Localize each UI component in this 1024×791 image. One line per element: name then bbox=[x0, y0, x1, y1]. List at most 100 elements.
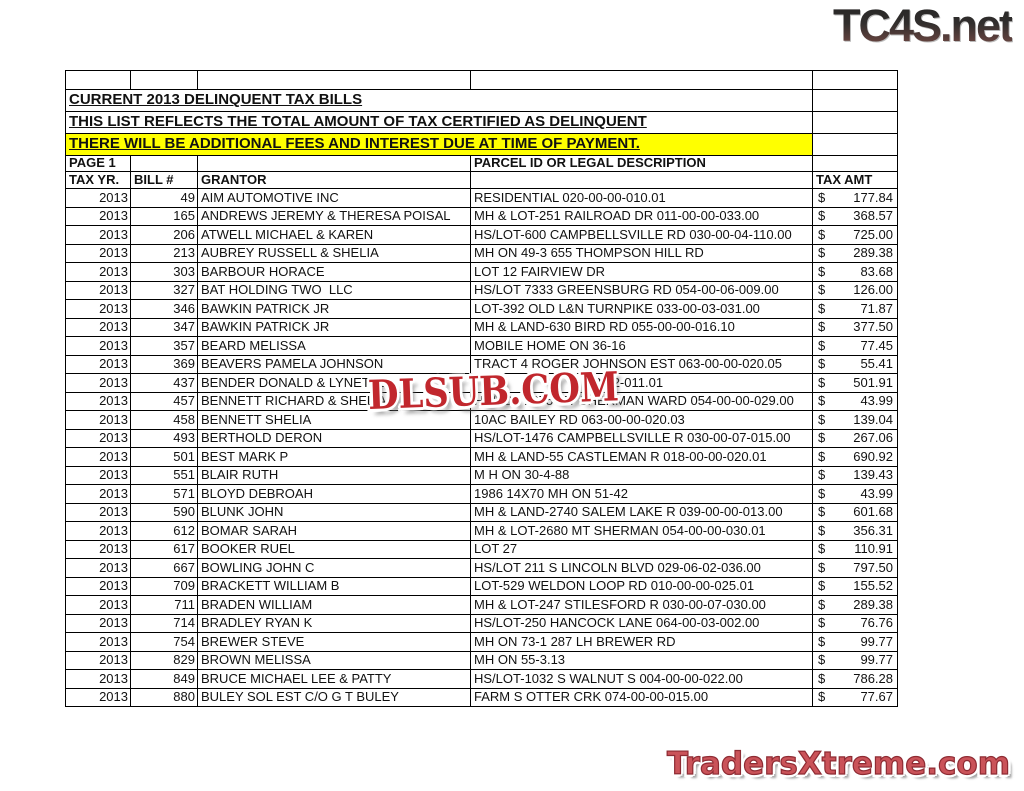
empty-cell bbox=[812, 133, 898, 156]
cell-bill-number: 829 bbox=[130, 650, 198, 670]
table-row: 2013 458 BENNETT SHELIA 10AC BAILEY RD 063-… bbox=[65, 410, 898, 430]
cell-grantor: BENNETT RICHARD & SHELIA bbox=[197, 391, 471, 411]
currency-symbol: $ bbox=[818, 559, 826, 575]
currency-symbol: $ bbox=[818, 245, 826, 261]
currency-symbol: $ bbox=[818, 504, 826, 520]
table-row: 2013 457 BENNETT RICHARD & SHELIA HS/LOT 20… bbox=[65, 391, 898, 411]
empty-row bbox=[65, 70, 898, 90]
amount-value: 139.43 bbox=[853, 467, 893, 483]
cell-tax-year: 2013 bbox=[65, 280, 131, 300]
cell-grantor: BRADLEY RYAN K bbox=[197, 613, 471, 633]
cell-tax-amount: $99.77 bbox=[812, 632, 898, 652]
cell-parcel-description: FARM S OTTER CRK 074-00-00-015.00 bbox=[470, 687, 813, 707]
tradersxtreme-site-logo: TradersXtreme.com bbox=[666, 745, 1010, 782]
amount-value: 289.38 bbox=[853, 596, 893, 612]
amount-value: 267.06 bbox=[853, 430, 893, 446]
cell-parcel-description: MH ON 55-3.13 bbox=[470, 650, 813, 670]
currency-symbol: $ bbox=[818, 374, 826, 390]
amount-value: 110.91 bbox=[854, 541, 893, 557]
cell-tax-amount: $43.99 bbox=[812, 484, 898, 504]
currency-symbol: $ bbox=[818, 485, 826, 501]
cell-parcel-description: LOT-529 WELDON LOOP RD 010-00-00-025.01 bbox=[470, 576, 813, 596]
amount-value: 55.41 bbox=[860, 356, 893, 372]
empty-cell bbox=[197, 155, 471, 172]
empty-cell bbox=[812, 111, 898, 134]
cell-tax-year: 2013 bbox=[65, 243, 131, 263]
currency-symbol: $ bbox=[818, 522, 826, 538]
cell-tax-amount: $289.38 bbox=[812, 595, 898, 615]
page-title: CURRENT 2013 DELINQUENT TAX BILLS bbox=[65, 89, 813, 112]
amount-value: 601.68 bbox=[853, 504, 893, 520]
page-subtitle: THIS LIST REFLECTS THE TOTAL AMOUNT OF T… bbox=[65, 111, 813, 134]
cell-bill-number: 437 bbox=[130, 373, 198, 393]
cell-parcel-description: HS/LOT-1476 CAMPBELLSVILLE R 030-00-07-0… bbox=[470, 428, 813, 448]
cell-tax-year: 2013 bbox=[65, 391, 131, 411]
cell-tax-amount: $126.00 bbox=[812, 280, 898, 300]
column-header-tax-amt: TAX AMT bbox=[812, 171, 898, 189]
cell-tax-amount: $110.91 bbox=[812, 539, 898, 559]
cell-tax-year: 2013 bbox=[65, 410, 131, 430]
table-row: 2013 165 ANDREWS JEREMY & THERESA POISAL MH… bbox=[65, 206, 898, 226]
cell-bill-number: 849 bbox=[130, 669, 198, 689]
amount-value: 139.04 bbox=[853, 411, 893, 427]
cell-grantor: BREWER STEVE bbox=[197, 632, 471, 652]
cell-bill-number: 880 bbox=[130, 687, 198, 707]
cell-tax-year: 2013 bbox=[65, 428, 131, 448]
amount-value: 786.28 bbox=[853, 670, 893, 686]
cell-grantor: BOMAR SARAH bbox=[197, 521, 471, 541]
cell-tax-year: 2013 bbox=[65, 687, 131, 707]
cell-parcel-description: LOT 27 bbox=[470, 539, 813, 559]
cell-parcel-description: MH ON 49-3 655 THOMPSON HILL RD bbox=[470, 243, 813, 263]
cell-grantor: BRACKETT WILLIAM B bbox=[197, 576, 471, 596]
cell-bill-number: 327 bbox=[130, 280, 198, 300]
cell-tax-year: 2013 bbox=[65, 539, 131, 559]
cell-tax-year: 2013 bbox=[65, 262, 131, 282]
cell-tax-year: 2013 bbox=[65, 206, 131, 226]
empty-cell bbox=[470, 70, 813, 90]
cell-parcel-description: HS/LOT-1032 S WALNUT S 004-00-00-022.00 bbox=[470, 669, 813, 689]
cell-bill-number: 165 bbox=[130, 206, 198, 226]
table-row: 2013 849 BRUCE MICHAEL LEE & PATTY HS/LOT-1… bbox=[65, 669, 898, 689]
amount-value: 43.99 bbox=[860, 393, 893, 409]
title-row: CURRENT 2013 DELINQUENT TAX BILLS bbox=[65, 89, 898, 112]
amount-value: 77.67 bbox=[860, 689, 893, 705]
table-row: 2013 206 ATWELL MICHAEL & KAREN HS/LOT-600 … bbox=[65, 225, 898, 245]
column-header-row: TAX YR. BILL # GRANTOR TAX AMT bbox=[65, 171, 898, 189]
cell-parcel-description: RESIDENTIAL 020-00-00-010.01 bbox=[470, 188, 813, 208]
subtitle-row: THIS LIST REFLECTS THE TOTAL AMOUNT OF T… bbox=[65, 111, 898, 134]
table-row: 2013 347 BAWKIN PATRICK JR MH & LAND-630 BI… bbox=[65, 317, 898, 337]
table-row: 2013 357 BEARD MELISSA MOBILE HOME ON 36-16… bbox=[65, 336, 898, 356]
cell-tax-amount: $77.45 bbox=[812, 336, 898, 356]
cell-bill-number: 667 bbox=[130, 558, 198, 578]
empty-cell bbox=[65, 70, 131, 90]
currency-symbol: $ bbox=[818, 393, 826, 409]
cell-parcel-description: HS/LOT-250 HANCOCK LANE 064-00-03-002.00 bbox=[470, 613, 813, 633]
currency-symbol: $ bbox=[818, 208, 826, 224]
cell-parcel-description: MH ON 73-1 287 LH BREWER RD bbox=[470, 632, 813, 652]
amount-value: 99.77 bbox=[860, 652, 893, 668]
cell-grantor: BRUCE MICHAEL LEE & PATTY bbox=[197, 669, 471, 689]
cell-tax-year: 2013 bbox=[65, 632, 131, 652]
currency-symbol: $ bbox=[818, 226, 826, 242]
currency-symbol: $ bbox=[818, 670, 826, 686]
cell-tax-amount: $77.67 bbox=[812, 687, 898, 707]
empty-cell bbox=[470, 171, 813, 189]
cell-tax-amount: $83.68 bbox=[812, 262, 898, 282]
cell-grantor: AUBREY RUSSELL & SHELIA bbox=[197, 243, 471, 263]
cell-grantor: ATWELL MICHAEL & KAREN bbox=[197, 225, 471, 245]
table-row: 2013 880 BULEY SOL EST C/O G T BULEY FARM S… bbox=[65, 687, 898, 707]
cell-parcel-description: 1986 14X70 MH ON 51-42 bbox=[470, 484, 813, 504]
table-row: 2013 303 BARBOUR HORACE LOT 12 FAIRVIEW DR $… bbox=[65, 262, 898, 282]
table-row: 2013 327 BAT HOLDING TWO LLC HS/LOT 7333 GR… bbox=[65, 280, 898, 300]
amount-value: 177.84 bbox=[853, 189, 893, 205]
table-row: 2013 346 BAWKIN PATRICK JR LOT-392 OLD L&N … bbox=[65, 299, 898, 319]
cell-bill-number: 357 bbox=[130, 336, 198, 356]
tc4s-site-logo: TC4S.net bbox=[832, 0, 1014, 51]
cell-parcel-description: MH & LAND-2740 SALEM LAKE R 039-00-00-01… bbox=[470, 502, 813, 522]
currency-symbol: $ bbox=[818, 652, 826, 668]
currency-symbol: $ bbox=[818, 300, 826, 316]
cell-tax-amount: $71.87 bbox=[812, 299, 898, 319]
cell-bill-number: 590 bbox=[130, 502, 198, 522]
cell-tax-amount: $356.31 bbox=[812, 521, 898, 541]
cell-tax-amount: $289.38 bbox=[812, 243, 898, 263]
